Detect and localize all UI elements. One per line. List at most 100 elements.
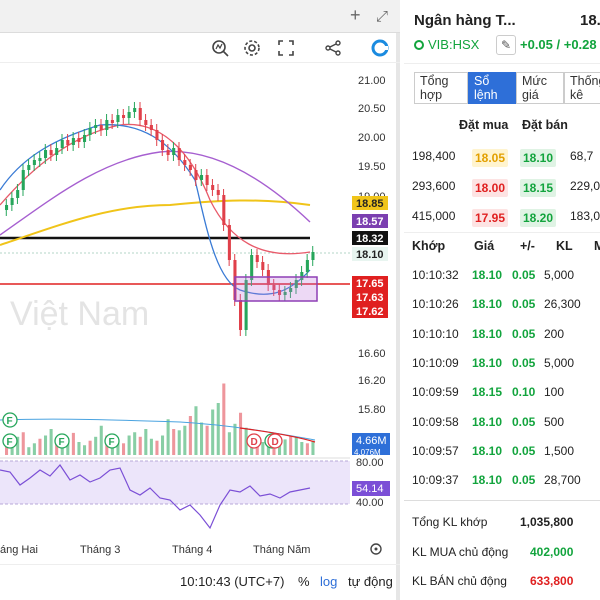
volume-bar	[227, 432, 231, 455]
ask-price[interactable]: 18.20	[520, 209, 557, 227]
candle-body	[122, 115, 126, 118]
price-label: 17.65	[356, 278, 384, 290]
bid-price[interactable]: 18.05	[472, 149, 509, 167]
chart-toolbar	[0, 33, 400, 63]
x-label-feb: áng Hai	[0, 544, 38, 556]
candle-body	[183, 160, 187, 165]
match-time: 10:09:37	[412, 473, 459, 488]
candle-body	[71, 138, 75, 145]
price-chart[interactable]: Việt Nam FFFFFDD 21.0020.5020.0019.5019.…	[0, 63, 400, 563]
candle-body	[283, 292, 287, 295]
share-icon[interactable]	[321, 36, 345, 60]
volume-bar	[127, 435, 131, 455]
chart-settings-icon[interactable]	[370, 543, 382, 555]
event-marker[interactable]	[2, 433, 18, 449]
volume-bar	[16, 436, 20, 455]
volume-bar	[21, 432, 25, 455]
volume-bar	[133, 432, 137, 455]
candle-body	[88, 128, 92, 135]
event-marker-label: F	[7, 416, 13, 427]
logo-icon[interactable]	[368, 36, 392, 60]
match-change: 0.05	[512, 473, 536, 488]
event-marker[interactable]	[267, 433, 283, 449]
candle-body	[227, 225, 231, 260]
chart-watermark: Việt Nam	[10, 295, 149, 333]
x-label-apr: Tháng 4	[172, 544, 212, 556]
expand-icon[interactable]: ⤢	[376, 8, 389, 25]
candle-body	[211, 185, 215, 190]
percent-toggle[interactable]: %	[298, 574, 310, 589]
price-tick: 20.50	[358, 103, 386, 115]
plus-icon[interactable]: +	[350, 5, 361, 25]
ask-price[interactable]: 18.15	[520, 179, 557, 197]
chart-panel: + ⤢ Việt Nam	[0, 0, 400, 600]
volume-bar	[283, 439, 287, 455]
match-volume: 100	[544, 385, 565, 400]
consolidation-box[interactable]	[234, 276, 318, 302]
bid-price[interactable]: 18.00	[472, 179, 509, 197]
candle-body	[60, 140, 64, 148]
match-change: 0.05	[512, 268, 536, 282]
volume-bar	[200, 422, 204, 455]
fullscreen-icon[interactable]	[274, 36, 298, 60]
volume-label-badge-2	[352, 447, 390, 455]
stock-price: 18.	[580, 12, 600, 29]
volume-bar	[278, 443, 282, 455]
volume-label-2: 4.076M	[354, 448, 381, 457]
candle-body	[21, 170, 25, 190]
match-price: 18.10	[472, 355, 503, 370]
bid-price[interactable]: 17.95	[472, 209, 509, 227]
volume-bar	[138, 436, 142, 455]
candle-body	[255, 255, 259, 262]
volume-bar	[10, 445, 14, 455]
tab-row: Tổng hợp Sổ lệnh Mức giá Thống kê	[404, 64, 600, 106]
price-label: 18.32	[356, 233, 384, 245]
volume-bar	[71, 432, 75, 455]
price-tick: 15.80	[358, 404, 386, 416]
indicator-icon[interactable]	[208, 36, 232, 60]
auto-toggle[interactable]: tự động	[348, 574, 393, 589]
bid-header: Đặt mua	[459, 118, 509, 132]
volume-bar	[27, 447, 31, 455]
volume-bar	[211, 409, 215, 455]
tab-tong-hop[interactable]: Tổng hợp	[414, 72, 468, 104]
event-marker[interactable]	[2, 412, 18, 428]
volume-bar	[155, 440, 159, 455]
tab-so-lenh[interactable]: Sổ lệnh	[468, 72, 516, 104]
edit-icon[interactable]: ✎	[496, 35, 516, 55]
divider	[404, 232, 600, 233]
volume-bar	[261, 442, 265, 455]
candlesticks	[5, 102, 315, 336]
volume-bar	[289, 435, 293, 455]
rsi-line	[0, 464, 311, 530]
candle-body	[261, 262, 265, 270]
match-volume: 200	[544, 326, 565, 341]
candle-body	[44, 150, 48, 158]
match-time: 10:10:26	[412, 297, 459, 312]
tab-muc-gia[interactable]: Mức giá	[516, 72, 564, 104]
bid-volume: 415,000	[412, 209, 456, 223]
gear-icon[interactable]	[240, 36, 264, 60]
bid-volume: 198,400	[412, 149, 456, 163]
sell-value: 633,800	[530, 574, 574, 588]
candle-body	[311, 252, 315, 260]
ma-yellow-line	[0, 199, 311, 246]
log-toggle[interactable]: log	[320, 574, 338, 589]
volume-bar	[94, 436, 98, 455]
candle-body	[127, 112, 131, 118]
candle-body	[239, 300, 243, 330]
event-marker[interactable]	[104, 433, 120, 449]
stock-ticker[interactable]: VIB:HSX	[428, 37, 480, 52]
price-tick: 21.00	[358, 75, 386, 87]
candle-body	[32, 160, 36, 165]
match-time: 10:10:32	[412, 268, 459, 282]
volume-bars	[5, 383, 315, 455]
rsi-tick-40: 40.00	[356, 497, 384, 509]
event-marker[interactable]	[54, 433, 70, 449]
candle-body	[155, 130, 159, 140]
volume-bar	[244, 427, 248, 455]
ask-price[interactable]: 18.10	[520, 149, 557, 167]
event-marker[interactable]	[246, 433, 262, 449]
tab-thong-ke[interactable]: Thống kê	[564, 72, 600, 104]
